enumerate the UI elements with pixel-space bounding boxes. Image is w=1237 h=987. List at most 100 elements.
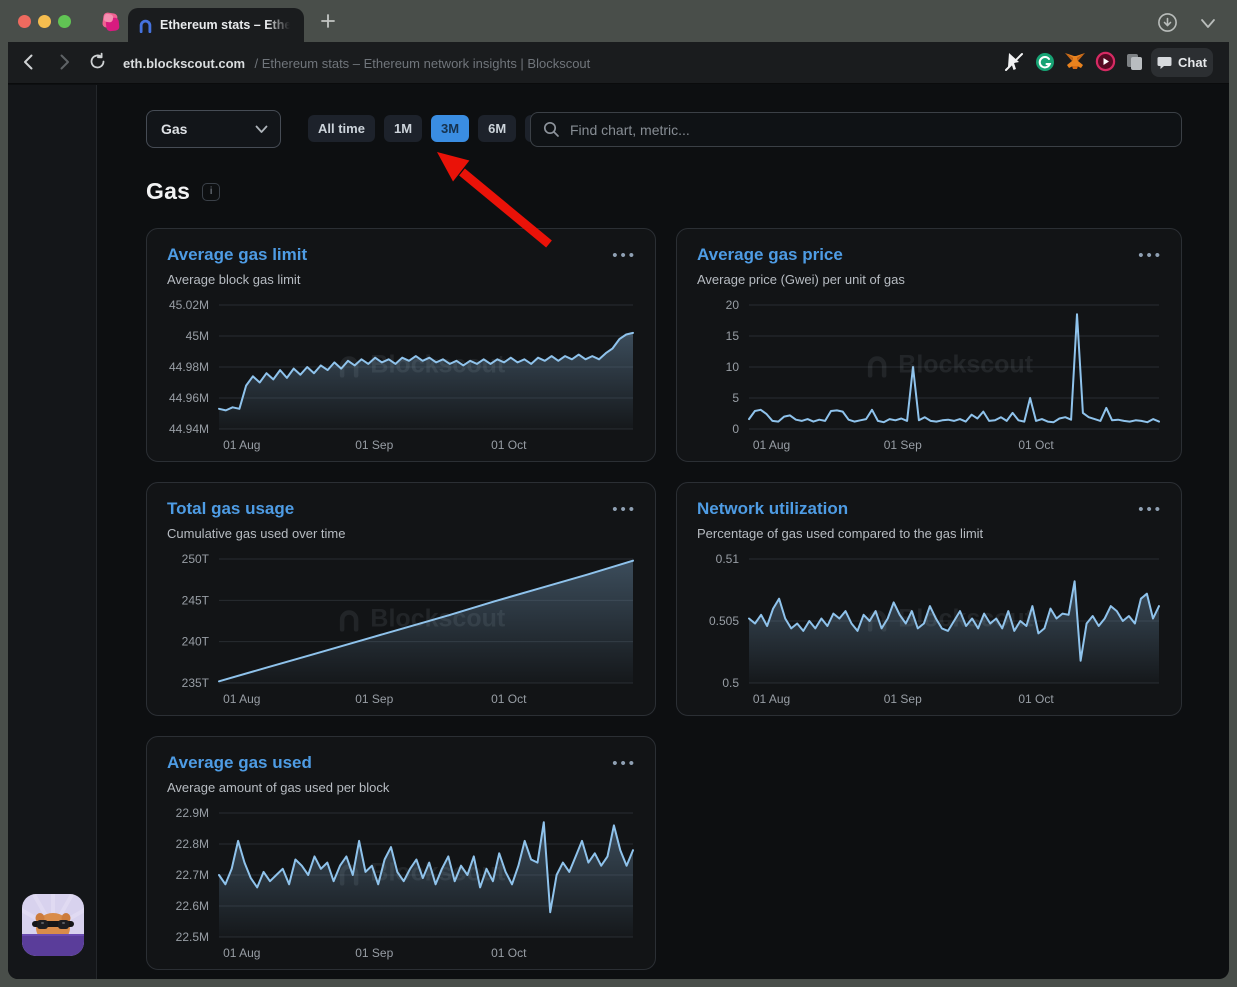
cursor-extension-icon[interactable]: [1003, 51, 1025, 78]
close-window-button[interactable]: [18, 15, 31, 28]
card-subtitle: Average block gas limit: [167, 272, 301, 287]
svg-text:235T: 235T: [182, 676, 210, 690]
interval-3m[interactable]: 3M: [431, 115, 470, 142]
record-extension-icon[interactable]: [1095, 51, 1116, 77]
svg-text:22.5M: 22.5M: [176, 930, 209, 944]
reload-button[interactable]: [88, 52, 107, 76]
svg-text:0.5: 0.5: [722, 676, 739, 690]
svg-text:01 Sep: 01 Sep: [355, 692, 393, 706]
interval-all-time[interactable]: All time: [308, 115, 375, 142]
card-subtitle: Cumulative gas used over time: [167, 526, 346, 541]
svg-text:22.7M: 22.7M: [176, 868, 209, 882]
svg-text:5: 5: [732, 391, 739, 405]
svg-text:22.8M: 22.8M: [176, 837, 209, 851]
chart-average-gas-used[interactable]: 22.9M 22.8M 22.7M 22.6M 22.5M 01 Aug 01 Sep 01 …: [147, 803, 655, 963]
grammarly-extension-icon[interactable]: [1035, 52, 1055, 77]
svg-text:01 Aug: 01 Aug: [223, 692, 260, 706]
card-average-gas-price: Average gas price ••• Average price (Gwe…: [676, 228, 1182, 462]
info-icon[interactable]: i: [202, 182, 221, 201]
chart-search: [530, 112, 1182, 147]
chat-label: Chat: [1178, 55, 1207, 70]
card-network-utilization: Network utilization ••• Percentage of ga…: [676, 482, 1182, 716]
profile-icon[interactable]: [100, 11, 123, 39]
svg-text:45M: 45M: [186, 329, 209, 343]
url-host: eth.blockscout.com: [123, 56, 246, 71]
svg-text:22.6M: 22.6M: [176, 899, 209, 913]
browser-tab[interactable]: Ethereum stats – Ether: [128, 8, 304, 42]
svg-text:0.505: 0.505: [709, 614, 739, 628]
svg-text:44.98M: 44.98M: [169, 360, 209, 374]
svg-text:245T: 245T: [182, 593, 210, 607]
card-subtitle: Average amount of gas used per block: [167, 780, 390, 795]
svg-text:0.51: 0.51: [716, 552, 740, 566]
svg-text:44.94M: 44.94M: [169, 422, 209, 436]
svg-text:240T: 240T: [182, 635, 210, 649]
svg-text:01 Sep: 01 Sep: [884, 692, 922, 706]
tab-title: Ethereum stats – Ether: [160, 18, 290, 32]
search-icon: [543, 121, 560, 138]
card-menu-icon[interactable]: •••: [1138, 247, 1163, 264]
sidebar: [8, 85, 97, 979]
chart-group-select[interactable]: Gas: [146, 110, 281, 148]
svg-text:01 Sep: 01 Sep: [355, 946, 393, 960]
card-title: Average gas price: [697, 245, 843, 264]
card-title: Network utilization: [697, 499, 849, 518]
minimize-window-button[interactable]: [38, 15, 51, 28]
card-average-gas-used: Average gas used ••• Average amount of g…: [146, 736, 656, 970]
card-title: Average gas limit: [167, 245, 308, 264]
metamask-extension-icon[interactable]: [1064, 51, 1086, 77]
url-page-title: / Ethereum stats – Ethereum network insi…: [254, 56, 591, 71]
card-subtitle: Average price (Gwei) per unit of gas: [697, 272, 905, 287]
search-input[interactable]: [570, 121, 1169, 138]
forward-button[interactable]: [55, 53, 73, 76]
card-subtitle: Percentage of gas used compared to the g…: [697, 526, 984, 541]
svg-text:22.9M: 22.9M: [176, 806, 209, 820]
chat-button[interactable]: Chat: [1151, 48, 1213, 77]
zoom-window-button[interactable]: [58, 15, 71, 28]
interval-chips: All time 1M 3M 6M 1Y: [308, 115, 562, 142]
card-menu-icon[interactable]: •••: [612, 501, 637, 518]
svg-text:45.02M: 45.02M: [169, 298, 209, 312]
svg-text:01 Oct: 01 Oct: [491, 692, 527, 706]
svg-text:01 Oct: 01 Oct: [1018, 692, 1054, 706]
back-button[interactable]: [20, 53, 38, 76]
svg-text:01 Aug: 01 Aug: [223, 946, 260, 960]
svg-text:10: 10: [726, 360, 740, 374]
address-bar[interactable]: eth.blockscout.com / Ethereum stats – Et…: [123, 55, 590, 73]
svg-text:01 Oct: 01 Oct: [491, 946, 527, 960]
downloads-icon[interactable]: [1157, 12, 1178, 38]
chart-group-select-value: Gas: [161, 121, 188, 137]
new-tab-button[interactable]: [318, 11, 338, 36]
chart-average-gas-limit[interactable]: 45.02M 45M 44.98M 44.96M 44.94M 01 Aug 01 Sep 0…: [147, 295, 655, 455]
card-total-gas-usage: Total gas usage ••• Cumulative gas used …: [146, 482, 656, 716]
svg-text:15: 15: [726, 329, 740, 343]
interval-1m[interactable]: 1M: [383, 115, 423, 142]
svg-text:01 Sep: 01 Sep: [884, 438, 922, 452]
clipboard-extension-icon[interactable]: [1124, 51, 1145, 77]
svg-text:01 Sep: 01 Sep: [355, 438, 393, 452]
svg-text:01 Aug: 01 Aug: [753, 692, 790, 706]
chevron-down-icon: [255, 125, 268, 134]
card-average-gas-limit: Average gas limit ••• Average block gas …: [146, 228, 656, 462]
svg-text:01 Aug: 01 Aug: [223, 438, 260, 452]
blockscout-favicon-icon: [138, 18, 153, 33]
interval-6m[interactable]: 6M: [478, 115, 517, 142]
svg-text:0: 0: [732, 422, 739, 436]
tab-overview-chevron-icon[interactable]: [1200, 17, 1216, 35]
svg-text:01 Oct: 01 Oct: [1018, 438, 1054, 452]
svg-text:01 Oct: 01 Oct: [491, 438, 527, 452]
chart-average-gas-price[interactable]: 20 15 10 5 0 01 Aug 01 Sep 01 Oct Blockscout: [677, 295, 1181, 455]
card-menu-icon[interactable]: •••: [612, 755, 637, 772]
chart-network-utilization[interactable]: 0.51 0.505 0.5 01 Aug 01 Sep 01 Oct Blockscou…: [677, 549, 1181, 709]
svg-text:20: 20: [726, 298, 740, 312]
section-title: Gas: [146, 178, 191, 204]
svg-text:01 Aug: 01 Aug: [753, 438, 790, 452]
browser-toolbar: [8, 42, 1229, 84]
card-title: Average gas used: [167, 753, 312, 772]
chat-bubble-icon: [1157, 56, 1172, 70]
card-menu-icon[interactable]: •••: [612, 247, 637, 264]
card-menu-icon[interactable]: •••: [1138, 501, 1163, 518]
mascot-avatar[interactable]: [22, 894, 84, 956]
